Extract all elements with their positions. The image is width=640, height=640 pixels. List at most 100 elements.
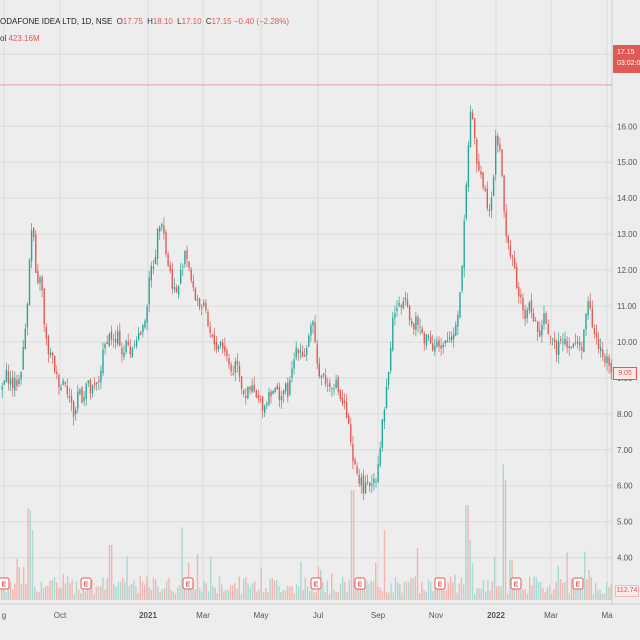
candle-body: [373, 478, 375, 484]
candle-body: [190, 269, 192, 281]
volume-bar: [91, 579, 93, 600]
y-tick-label: 11.00: [617, 302, 637, 311]
volume-bar: [214, 587, 216, 600]
volume-bar: [423, 590, 425, 600]
candle-body: [261, 396, 264, 411]
earnings-marker[interactable]: E: [510, 577, 522, 590]
candle-body: [188, 261, 190, 269]
volume-bar: [559, 579, 562, 600]
candle-body: [24, 328, 26, 349]
volume-bar: [408, 582, 410, 600]
volume-bar: [597, 589, 599, 600]
candle-body: [566, 340, 568, 348]
volume-bar: [172, 591, 174, 600]
volume-bar: [311, 583, 313, 600]
candle-body: [184, 250, 186, 265]
candle-body: [570, 347, 572, 348]
candle-body: [400, 305, 402, 308]
volume-bar: [456, 592, 458, 600]
volume-bar: [196, 554, 199, 600]
volume-bar: [344, 582, 346, 600]
earnings-marker[interactable]: E: [0, 577, 10, 590]
volume-bar: [289, 586, 291, 600]
candle-body: [79, 389, 81, 394]
earnings-marker[interactable]: E: [182, 577, 194, 590]
candle-body: [366, 481, 369, 483]
candle-body: [198, 298, 201, 308]
candle-body: [469, 111, 472, 147]
volume-bar: [150, 589, 152, 600]
volume-bar: [3, 589, 5, 600]
volume-bar: [328, 593, 331, 600]
candle-body: [574, 342, 577, 344]
volume-bar: [489, 590, 491, 600]
candle-body: [127, 341, 129, 346]
candle-body: [541, 325, 543, 336]
earnings-marker[interactable]: E: [310, 577, 322, 590]
candle-body: [138, 333, 140, 340]
volume-bar: [36, 591, 38, 600]
candle-body: [345, 402, 348, 418]
symbol-legend[interactable]: ODAFONE IDEA LTD, 1D, NSE O17.75 H18.10 …: [0, 17, 289, 26]
candle-body: [144, 320, 146, 328]
symbol-name[interactable]: ODAFONE IDEA LTD, 1D, NSE: [0, 17, 113, 26]
candle-body: [572, 343, 575, 348]
candle-body: [60, 387, 62, 390]
candle-body: [585, 313, 587, 330]
current-price: 17.15: [617, 49, 635, 56]
volume-legend[interactable]: ol 423.16M: [0, 34, 40, 43]
current-price-badge: 17.15 03:02:0: [613, 45, 640, 73]
candle-body: [236, 360, 239, 366]
volume-bar: [60, 586, 62, 600]
candle-body: [375, 480, 377, 482]
earnings-badge: [572, 577, 584, 590]
earnings-marker[interactable]: E: [572, 577, 584, 590]
volume-bar: [5, 592, 7, 600]
volume-bar: [144, 584, 146, 600]
candle-body: [583, 329, 585, 353]
volume-bar: [493, 556, 496, 600]
candle-body: [318, 363, 320, 377]
volume-bar: [124, 581, 126, 600]
earnings-marker[interactable]: E: [80, 577, 92, 590]
candle-body: [192, 281, 194, 288]
candle-body: [610, 362, 612, 373]
x-tick-label: Ma: [601, 611, 613, 620]
candle-body: [413, 323, 415, 330]
earnings-marker[interactable]: E: [434, 577, 446, 590]
volume-bar: [535, 577, 537, 600]
y-tick-label: 14.00: [617, 194, 638, 203]
candle-body: [205, 302, 207, 310]
candle-body: [274, 388, 276, 393]
volume-bar: [262, 592, 265, 600]
volume-bar: [29, 510, 31, 600]
volume-bar: [117, 582, 119, 600]
candle-body: [64, 382, 66, 385]
candle-body: [581, 346, 583, 351]
volume-bar: [498, 585, 500, 600]
volume-bar: [502, 464, 504, 600]
volume-bar: [566, 552, 568, 600]
candle-body: [217, 345, 220, 350]
candle-body: [146, 306, 148, 323]
earnings-marker[interactable]: E: [354, 577, 366, 590]
volume-bar: [49, 580, 51, 600]
candle-body: [209, 326, 211, 333]
earnings-letter: E: [2, 582, 7, 589]
volume-bar: [229, 585, 232, 600]
volume-bar: [584, 551, 586, 600]
candle-body: [104, 343, 106, 349]
candle-body: [135, 340, 138, 347]
volume-bar: [302, 589, 304, 600]
volume-bar: [331, 573, 333, 600]
volume-bar: [67, 576, 69, 600]
candle-body: [1, 386, 3, 390]
volume-bar: [170, 589, 172, 600]
volume-bar: [194, 589, 196, 600]
candle-body: [463, 220, 465, 269]
open-label: O: [116, 17, 123, 26]
volume-bar: [267, 592, 269, 600]
candle-body: [58, 375, 60, 388]
